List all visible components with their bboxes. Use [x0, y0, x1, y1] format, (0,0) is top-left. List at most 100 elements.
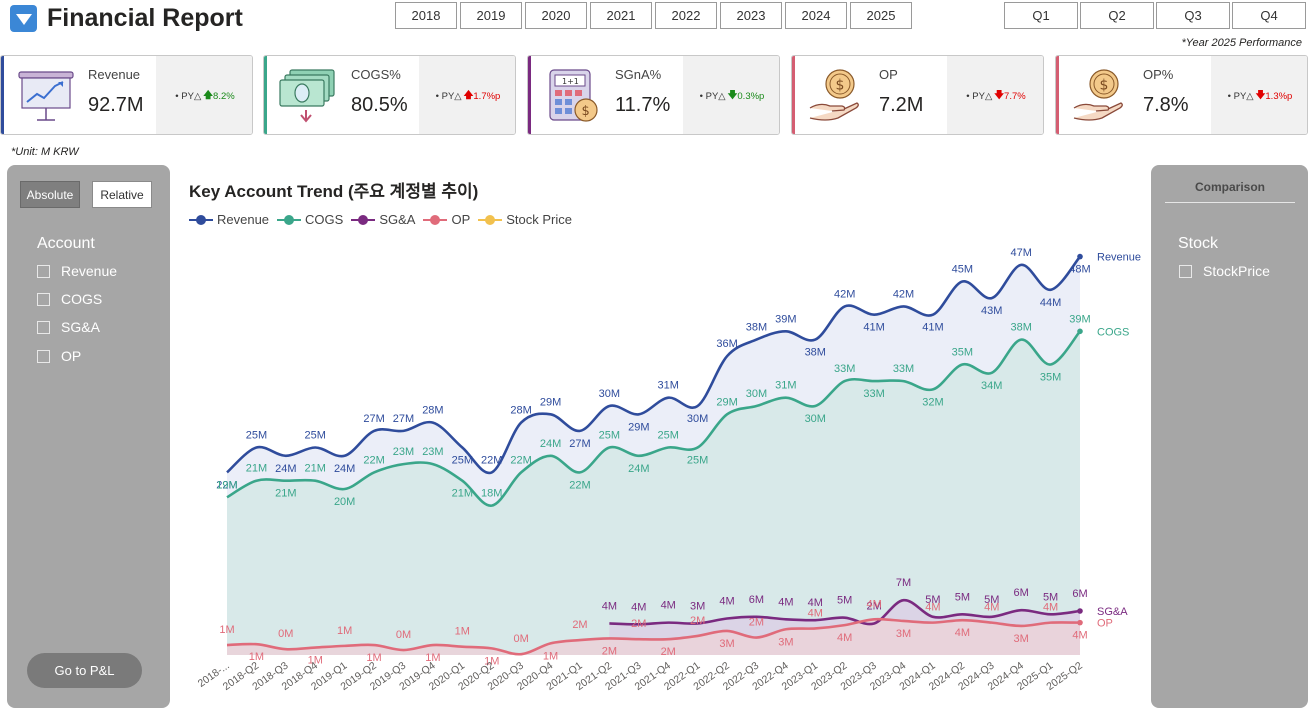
data-label-revenue: 25M	[452, 455, 473, 467]
stock-option-stockprice[interactable]: StockPrice	[1179, 263, 1270, 279]
data-point-sga	[1077, 608, 1083, 614]
data-label-cogs: 32M	[922, 396, 943, 408]
checkbox[interactable]	[1179, 264, 1192, 278]
option-label: StockPrice	[1203, 263, 1270, 279]
quarter-button[interactable]: Q4	[1232, 2, 1306, 29]
kpi-card-cogs: COGS% 80.5% • PY△ 🡅 1.7%p	[263, 55, 516, 135]
account-option-cogs[interactable]: COGS	[37, 291, 102, 307]
report-header: Financial Report	[10, 4, 243, 33]
data-label-revenue: 42M	[893, 288, 914, 300]
account-option-revenue[interactable]: Revenue	[37, 263, 117, 279]
data-label-op: 4M	[1043, 602, 1058, 614]
data-label-cogs: 29M	[716, 396, 737, 408]
data-label-op: 1M	[219, 624, 234, 636]
comparison-panel: Comparison Stock StockPrice	[1151, 165, 1308, 708]
option-label: OP	[61, 348, 82, 364]
year-button[interactable]: 2022	[655, 2, 717, 29]
card-accent	[1056, 56, 1059, 134]
data-label-revenue: 41M	[863, 322, 884, 334]
key-account-trend-chart: 22M 25M 24M 25M 24M 27M 27M 28M 25M 22M 28M 29M 27M 3…	[196, 247, 1141, 693]
data-label-sga: 4M	[631, 601, 646, 613]
checkbox[interactable]	[37, 264, 50, 278]
data-point-op	[1077, 619, 1083, 626]
data-label-revenue: 30M	[687, 413, 708, 425]
series-line-sga	[609, 598, 1081, 626]
data-label-op: 2M	[690, 615, 705, 627]
data-label-revenue: 24M	[334, 463, 355, 475]
calculator-icon: 1+1 $	[540, 64, 606, 128]
year-button[interactable]: 2019	[460, 2, 522, 29]
data-label-revenue: 30M	[599, 388, 620, 400]
series-end-label-sga: SG&A	[1097, 606, 1128, 618]
unit-note: *Unit: M KRW	[11, 146, 79, 158]
kpi-value: 7.8%	[1143, 94, 1189, 116]
go-to-pl-button[interactable]: Go to P&L	[27, 653, 142, 688]
data-label-cogs: 24M	[540, 438, 561, 450]
account-option-op[interactable]: OP	[37, 348, 81, 364]
arrow-down-icon: 🡇	[727, 90, 738, 101]
data-label-cogs: 24M	[628, 463, 649, 475]
card-accent	[264, 56, 267, 134]
card-accent	[1, 56, 4, 134]
year-button[interactable]: 2024	[785, 2, 847, 29]
checkbox[interactable]	[37, 320, 50, 334]
data-label-op: 2M	[661, 646, 676, 658]
data-label-revenue: 27M	[569, 438, 590, 450]
data-label-cogs: 33M	[863, 388, 884, 400]
series-end-label-revenue: Revenue	[1097, 252, 1141, 264]
year-button[interactable]: 2023	[720, 2, 782, 29]
comparison-title: Comparison	[1194, 180, 1265, 194]
legend-item-cogs[interactable]: COGS	[277, 212, 343, 227]
data-label-revenue: 38M	[746, 322, 767, 334]
legend-item-stock-price[interactable]: Stock Price	[478, 212, 572, 227]
presentation-chart-icon	[13, 64, 79, 128]
data-label-sga: 6M	[1072, 588, 1087, 600]
delta-value: 0.3%p	[737, 90, 765, 102]
data-label-sga: 5M	[955, 591, 970, 603]
year-button[interactable]: 2021	[590, 2, 652, 29]
account-option-sga[interactable]: SG&A	[37, 319, 100, 335]
checkbox[interactable]	[37, 292, 50, 306]
data-label-op: 2M	[631, 618, 646, 630]
absolute-toggle[interactable]: Absolute	[20, 181, 80, 208]
data-label-cogs: 20M	[334, 496, 355, 508]
kpi-label: OP	[879, 67, 898, 82]
coin-hand-icon: $	[1068, 64, 1134, 128]
year-button[interactable]: 2025	[850, 2, 912, 29]
arrow-up-icon: 🡅	[203, 90, 214, 101]
data-label-revenue: 38M	[805, 347, 826, 359]
data-label-op: 1M	[425, 652, 440, 664]
kpi-card-sgna: 1+1 $ SGnA% 11.7% • PY△ 🡇 0.3%p	[527, 55, 780, 135]
data-label-revenue: 29M	[628, 421, 649, 433]
data-label-op: 3M	[1014, 633, 1029, 645]
data-label-cogs: 30M	[805, 413, 826, 425]
data-label-op: 1M	[337, 625, 352, 637]
year-button[interactable]: 2020	[525, 2, 587, 29]
legend-item-sga[interactable]: SG&A	[351, 212, 415, 227]
checkbox[interactable]	[37, 349, 50, 363]
data-label-revenue: 28M	[422, 405, 443, 417]
data-label-op: 3M	[778, 636, 793, 648]
legend-item-revenue[interactable]: Revenue	[189, 212, 269, 227]
chart-title: Key Account Trend (주요 계정별 추이)	[189, 182, 479, 201]
legend-item-op[interactable]: OP	[423, 212, 470, 227]
quarter-slicer: Q1 Q2 Q3 Q4	[1004, 2, 1306, 29]
legend-label: SG&A	[379, 212, 416, 227]
triangle-down-icon[interactable]	[10, 5, 37, 32]
quarter-button[interactable]: Q1	[1004, 2, 1078, 29]
data-label-sga: 4M	[778, 596, 793, 608]
data-label-cogs: 25M	[687, 455, 708, 467]
data-label-op: 1M	[249, 651, 264, 663]
kpi-value: 7.2M	[879, 94, 924, 116]
quarter-button[interactable]: Q3	[1156, 2, 1230, 29]
data-label-op: 2M	[572, 619, 587, 631]
py-label: • PY△	[1227, 90, 1254, 102]
py-label: • PY△	[175, 90, 202, 102]
relative-toggle[interactable]: Relative	[92, 181, 152, 208]
legend-label: Revenue	[217, 212, 270, 227]
year-button[interactable]: 2018	[395, 2, 457, 29]
delta-value: 1.3%p	[1265, 90, 1293, 102]
data-label-cogs: 22M	[510, 454, 531, 466]
quarter-button[interactable]: Q2	[1080, 2, 1154, 29]
